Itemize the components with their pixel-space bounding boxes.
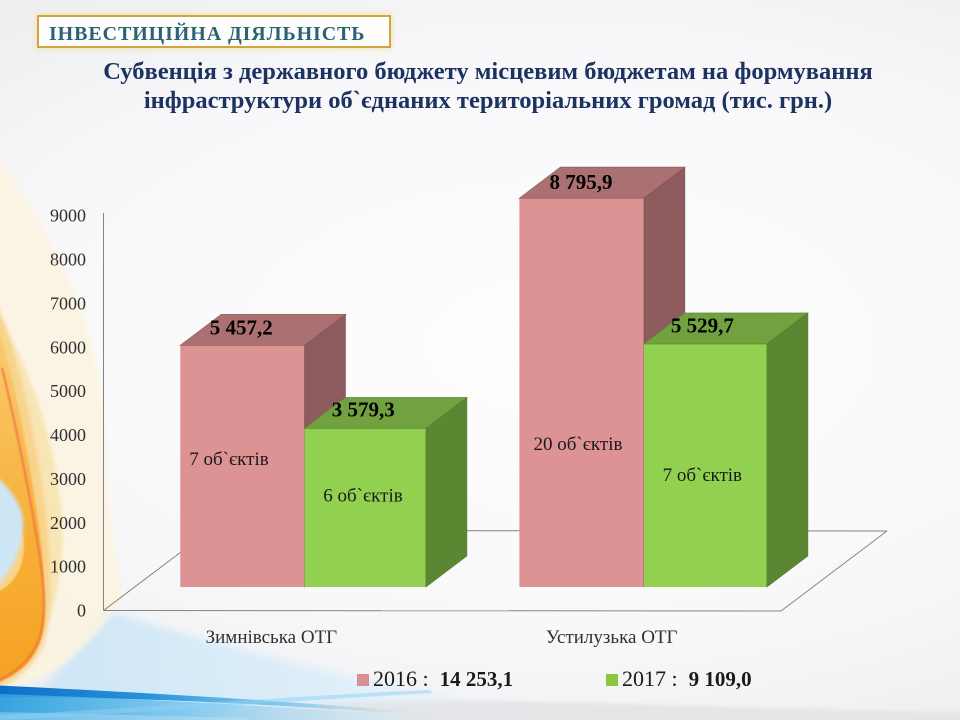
svg-text:8 795,9: 8 795,9: [550, 170, 613, 194]
svg-text:7 об`єктів: 7 об`єктів: [663, 465, 742, 486]
svg-text:Зимнівська ОТГ: Зимнівська ОТГ: [206, 627, 338, 648]
svg-text:8000: 8000: [50, 250, 86, 270]
svg-text:5 529,7: 5 529,7: [671, 314, 734, 338]
svg-text:9000: 9000: [50, 206, 86, 226]
svg-text:6000: 6000: [50, 337, 86, 357]
svg-text:7 об`єктів: 7 об`єктів: [189, 449, 268, 470]
svg-text:5000: 5000: [50, 381, 86, 401]
svg-text:3 579,3: 3 579,3: [332, 398, 395, 422]
svg-text:Устилузька ОТГ: Устилузька ОТГ: [546, 627, 678, 648]
svg-text:20 об`єктів: 20 об`єктів: [534, 434, 623, 455]
svg-text:6 об`єктів: 6 об`єктів: [323, 486, 402, 507]
svg-text:2000: 2000: [50, 513, 86, 533]
svg-text:1000: 1000: [50, 557, 86, 577]
svg-text:5 457,2: 5 457,2: [210, 316, 273, 340]
svg-text:0: 0: [77, 601, 86, 621]
svg-text:7000: 7000: [50, 293, 86, 313]
svg-text:4000: 4000: [50, 425, 86, 445]
svg-text:3000: 3000: [50, 469, 86, 489]
